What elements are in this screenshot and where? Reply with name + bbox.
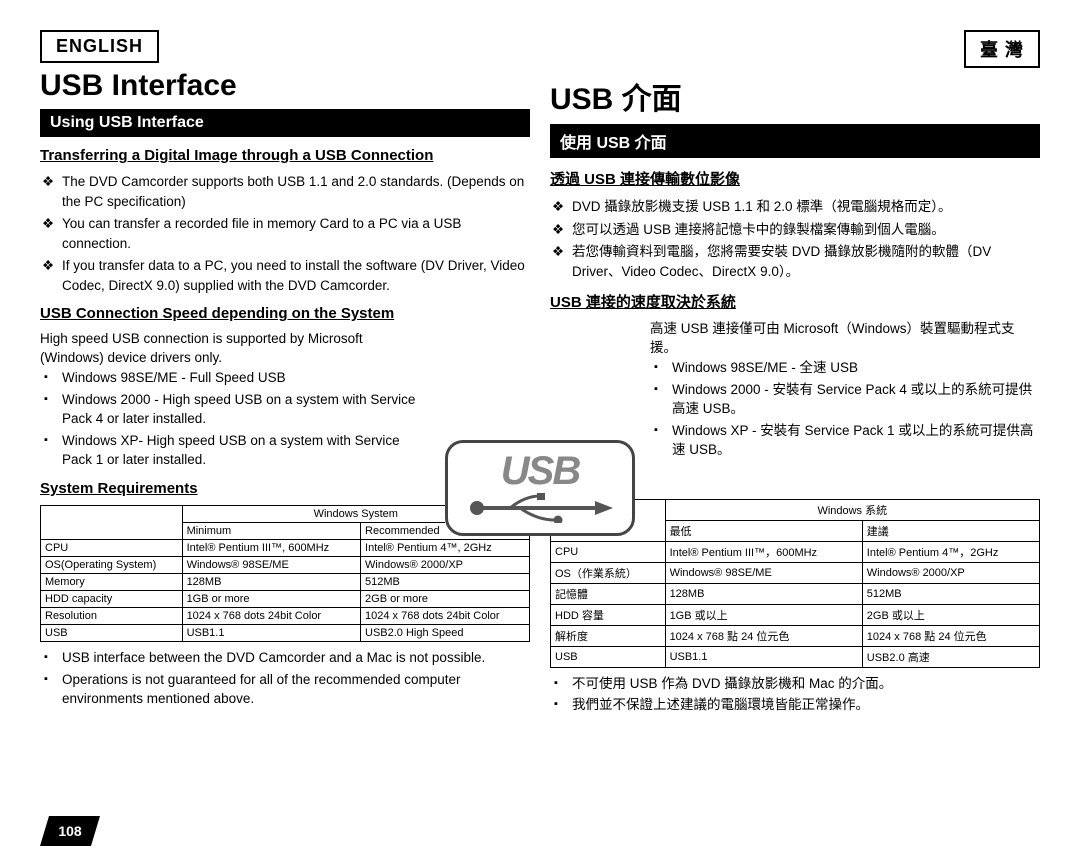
- list-item: Windows 98SE/ME - 全速 USB: [668, 358, 1040, 378]
- bullet-item: DVD 攝錄放影機支援 USB 1.1 和 2.0 標準（視電腦規格而定）。: [568, 197, 1040, 217]
- list-item: Operations is not guaranteed for all of …: [58, 670, 530, 709]
- speed-list-en: Windows 98SE/ME - Full Speed USB Windows…: [40, 368, 430, 470]
- speed-intro-zh: 高速 USB 連接僅可由 Microsoft（Windows）裝置驅動程式支援。: [650, 320, 1040, 358]
- table-row: USBUSB1.1USB2.0 High Speed: [41, 624, 530, 641]
- table-row: OS(Operating System)Windows® 98SE/MEWind…: [41, 556, 530, 573]
- table-row: 解析度1024 x 768 點 24 位元色1024 x 768 點 24 位元…: [551, 625, 1040, 646]
- bullet-item: If you transfer data to a PC, you need t…: [58, 256, 530, 295]
- section-bar-chinese: 使用 USB 介面: [550, 124, 1040, 158]
- speed-intro-en: High speed USB connection is supported b…: [40, 330, 430, 368]
- table-row: OS（作業系統）Windows® 98SE/MEWindows® 2000/XP: [551, 562, 1040, 583]
- list-item: 我們並不保證上述建議的電腦環境皆能正常操作。: [568, 695, 1040, 715]
- heading-speed-en: USB Connection Speed depending on the Sy…: [40, 305, 530, 322]
- table-row: Memory128MB512MB: [41, 573, 530, 590]
- bullet-item: 您可以透過 USB 連接將記憶卡中的錄製檔案傳輸到個人電腦。: [568, 220, 1040, 240]
- speed-list-zh: Windows 98SE/ME - 全速 USB Windows 2000 - …: [650, 358, 1040, 460]
- table-row: USBUSB1.1USB2.0 高速: [551, 646, 1040, 667]
- list-item: Windows 2000 - 安裝有 Service Pack 4 或以上的系統…: [668, 380, 1040, 419]
- list-item: Windows 98SE/ME - Full Speed USB: [58, 368, 430, 388]
- list-item: Windows XP - 安裝有 Service Pack 1 或以上的系統可提…: [668, 421, 1040, 460]
- table-row: Resolution1024 x 768 dots 24bit Color102…: [41, 607, 530, 624]
- list-item: USB interface between the DVD Camcorder …: [58, 648, 530, 668]
- table-subheader: 最低: [665, 520, 862, 541]
- table-row: HDD capacity1GB or more2GB or more: [41, 590, 530, 607]
- table-row: CPUIntel® Pentium III™，600MHzIntel® Pent…: [551, 541, 1040, 562]
- list-item: Windows XP- High speed USB on a system w…: [58, 431, 430, 470]
- page-number: 108: [40, 816, 100, 846]
- list-item: Windows 2000 - High speed USB on a syste…: [58, 390, 430, 429]
- table-row: HDD 容量1GB 或以上2GB 或以上: [551, 604, 1040, 625]
- list-item: 不可使用 USB 作為 DVD 攝錄放影機和 Mac 的介面。: [568, 674, 1040, 694]
- section-bar-english: Using USB Interface: [40, 109, 530, 137]
- heading-transfer-zh: 透過 USB 連接傳輸數位影像: [550, 168, 1040, 189]
- title-chinese: USB 介面: [550, 74, 1040, 118]
- heading-transfer-en: Transferring a Digital Image through a U…: [40, 147, 530, 164]
- bullets-transfer-en: The DVD Camcorder supports both USB 1.1 …: [40, 172, 530, 295]
- page-number-label: 108: [58, 823, 81, 839]
- table-row: CPUIntel® Pentium III™, 600MHzIntel® Pen…: [41, 539, 530, 556]
- lang-tag-taiwan: 臺 灣: [964, 30, 1040, 68]
- bullet-item: 若您傳輸資料到電腦，您將需要安裝 DVD 攝錄放影機隨附的軟體（DV Drive…: [568, 242, 1040, 281]
- bullet-item: You can transfer a recorded file in memo…: [58, 214, 530, 253]
- footnotes-en: USB interface between the DVD Camcorder …: [40, 648, 530, 709]
- usb-logo: USB: [445, 440, 635, 536]
- heading-speed-zh: USB 連接的速度取決於系統: [550, 291, 1040, 312]
- usb-logo-text: USB: [501, 451, 579, 491]
- title-english: USB Interface: [40, 69, 530, 103]
- bullets-transfer-zh: DVD 攝錄放影機支援 USB 1.1 和 2.0 標準（視電腦規格而定）。 您…: [550, 197, 1040, 281]
- lang-tag-english: ENGLISH: [40, 30, 159, 63]
- table-subheader: 建議: [862, 520, 1039, 541]
- table-subheader: Minimum: [182, 522, 360, 539]
- footnotes-zh: 不可使用 USB 作為 DVD 攝錄放影機和 Mac 的介面。 我們並不保證上述…: [550, 674, 1040, 715]
- table-row: 記憶體128MB512MB: [551, 583, 1040, 604]
- table-header: Windows 系統: [665, 499, 1039, 520]
- bullet-item: The DVD Camcorder supports both USB 1.1 …: [58, 172, 530, 211]
- usb-trident-icon: [465, 493, 615, 523]
